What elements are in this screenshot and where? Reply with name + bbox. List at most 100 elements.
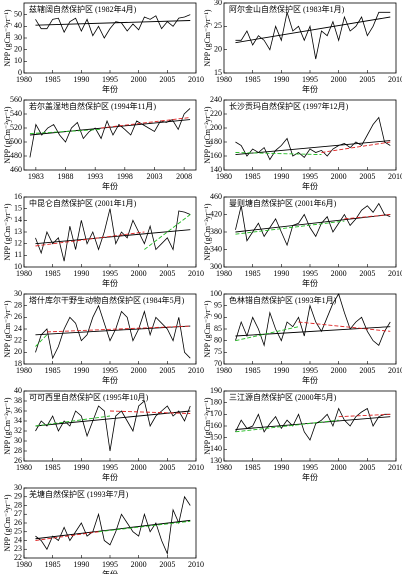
x-axis-label: 年份 [302,84,318,94]
y-tick-label: 14 [14,215,22,224]
y-tick-label: 130 [210,456,222,465]
panel-title: 塔什库尔干野生动物自然保护区 (1984年5月) [29,295,185,305]
y-tick-label: 30 [14,483,22,492]
x-tick-label: 2000 [331,366,347,375]
trend-line [35,410,191,427]
x-tick-label: 2000 [131,366,147,375]
x-tick-label: 2005 [359,366,375,375]
x-tick-label: 1985 [45,366,61,375]
y-tick-label: 240 [210,95,222,104]
y-tick-label: 160 [210,151,222,160]
y-tick-label: 150 [210,432,222,441]
x-tick-label: 2010 [188,560,204,569]
panel-title: 色林错自然保护区 (1993年1月) [229,295,337,305]
y-tick-label: 180 [210,397,222,406]
x-tick-label: 1995 [102,366,118,375]
x-tick-label: 2010 [188,366,204,375]
y-tick-label: 140 [210,165,222,174]
x-axis-label: 年份 [102,84,118,94]
y-tick-label: 28 [14,500,22,509]
x-tick-label: 1985 [245,269,261,278]
trend-line [235,416,391,430]
npp-line [235,407,391,441]
y-tick-label: 300 [210,262,222,271]
y-tick-label: 200 [210,123,222,132]
y-tick-label: 80 [214,335,222,344]
y-axis-label: NPP (gCm⁻²yr⁻¹) [3,397,12,455]
y-tick-label: 23 [14,544,22,553]
y-axis-label: NPP (gCm⁻²yr⁻¹) [203,9,212,67]
x-axis-label: 年份 [102,375,118,385]
npp-line [35,304,191,360]
x-tick-label: 1998 [117,172,133,181]
y-tick-label: 34 [14,416,22,425]
y-tick-label: 170 [210,409,222,418]
x-tick-label: 1985 [45,463,61,472]
trend-line [235,419,339,433]
x-tick-label: 2000 [131,560,147,569]
panel-title: 曼则塘自然保护区 (2001年6月) [229,198,337,208]
x-tick-label: 1993 [87,172,103,181]
trend-line [35,531,99,541]
npp-line [235,293,391,347]
x-tick-label: 1995 [102,75,118,84]
x-axis-label: 年份 [102,181,118,191]
panel-title: 羌塘自然保护区 (1993年7月) [29,489,129,499]
y-tick-label: 40 [14,21,22,30]
x-tick-label: 1983 [28,172,44,181]
npp-line [35,208,191,262]
y-tick-label: 18 [14,359,22,368]
y-tick-label: 50 [14,9,22,18]
y-tick-label: 32 [14,426,22,435]
trend-line [35,231,145,247]
trend-line [235,214,391,233]
y-tick-label: 15 [14,203,22,212]
x-tick-label: 2000 [331,463,347,472]
x-tick-label: 2010 [188,269,204,278]
trend-line [344,214,391,220]
trend-line [321,141,391,153]
y-tick-label: 24 [14,535,22,544]
npp-line [35,495,191,556]
x-tick-label: 1980 [16,560,32,569]
y-tick-label: 460 [210,192,222,201]
y-tick-label: 22 [14,335,22,344]
y-tick-label: 380 [210,227,222,236]
trend-line [235,326,391,337]
y-tick-label: 28 [14,446,22,455]
x-tick-label: 1988 [58,172,74,181]
x-tick-label: 1995 [102,269,118,278]
x-tick-label: 1980 [16,269,32,278]
y-axis-label: NPP (gCm⁻²yr⁻¹) [203,397,212,455]
x-tick-label: 1995 [302,172,318,181]
x-tick-label: 2010 [188,75,204,84]
x-tick-label: 1990 [273,366,289,375]
x-tick-label: 1980 [216,75,232,84]
x-axis-label: 年份 [102,278,118,288]
trend-line [35,519,191,540]
y-tick-label: 30 [14,33,22,42]
trend-line [109,410,191,414]
x-tick-label: 2005 [359,75,375,84]
trend-line [235,326,299,342]
trend-line [298,321,391,332]
y-tick-label: 420 [210,209,222,218]
x-tick-label: 2000 [131,269,147,278]
y-tick-label: 95 [214,300,222,309]
npp-line [235,11,391,60]
trend-line [144,214,191,250]
x-axis-label: 年份 [102,569,118,574]
x-tick-label: 1995 [302,463,318,472]
y-tick-label: 30 [14,289,22,298]
trend-line [338,413,391,418]
y-tick-label: 25 [214,21,222,30]
y-axis-label: NPP (gCm⁻²yr⁻¹) [3,9,12,67]
x-tick-label: 1995 [102,463,118,472]
x-tick-label: 2008 [176,172,192,181]
y-tick-label: 500 [10,137,22,146]
y-axis-label: NPP (gCm⁻²yr⁻¹) [203,106,212,164]
x-tick-label: 2005 [359,172,375,181]
y-tick-label: 28 [14,300,22,309]
y-tick-label: 27 [14,509,22,518]
